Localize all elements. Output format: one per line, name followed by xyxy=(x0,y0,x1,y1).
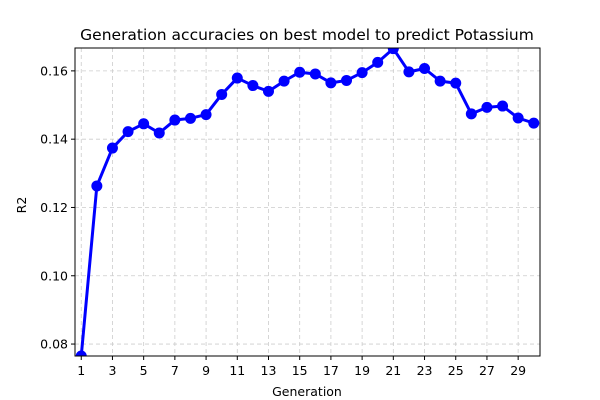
data-point xyxy=(247,80,259,92)
data-point xyxy=(512,112,524,124)
data-point xyxy=(434,75,446,87)
y-axis-ticks: 0.08 0.10 0.12 0.14 0.16 xyxy=(40,63,75,352)
data-point xyxy=(356,67,368,79)
data-point xyxy=(200,109,212,121)
data-point xyxy=(341,74,353,86)
y-tick-label: 0.10 xyxy=(40,268,68,283)
y-tick-label: 0.08 xyxy=(40,337,68,352)
y-axis-label: R2 xyxy=(14,197,29,214)
x-tick-label: 21 xyxy=(385,363,401,378)
data-point xyxy=(372,56,384,68)
grid xyxy=(75,48,540,356)
x-tick-label: 13 xyxy=(261,363,277,378)
data-point xyxy=(122,126,134,138)
x-tick-label: 19 xyxy=(354,363,370,378)
x-tick-label: 27 xyxy=(479,363,495,378)
data-point xyxy=(450,77,462,89)
x-tick-label: 23 xyxy=(417,363,433,378)
x-tick-label: 17 xyxy=(323,363,339,378)
x-tick-label: 11 xyxy=(229,363,245,378)
data-point xyxy=(278,75,290,87)
y-tick-label: 0.14 xyxy=(40,132,68,147)
x-tick-label: 7 xyxy=(171,363,179,378)
data-point xyxy=(106,142,118,154)
x-tick-label: 29 xyxy=(510,363,526,378)
data-point xyxy=(325,77,337,89)
data-point xyxy=(216,88,228,100)
y-tick-label: 0.16 xyxy=(40,63,68,78)
data-point xyxy=(497,100,509,112)
data-point xyxy=(387,48,399,55)
series-line xyxy=(79,48,535,356)
data-point xyxy=(184,112,196,124)
data-point xyxy=(262,85,274,97)
data-point xyxy=(403,66,415,78)
x-tick-label: 1 xyxy=(77,363,85,378)
data-point xyxy=(294,66,306,78)
series-clip-group xyxy=(75,48,540,356)
data-point xyxy=(153,127,165,139)
x-tick-label: 3 xyxy=(108,363,116,378)
data-point xyxy=(465,108,477,120)
data-point xyxy=(231,72,243,84)
x-tick-label: 5 xyxy=(140,363,148,378)
data-point xyxy=(138,118,150,130)
chart-title: Generation accuracies on best model to p… xyxy=(80,26,534,44)
plot-frame xyxy=(74,47,541,357)
data-point xyxy=(528,117,540,129)
x-tick-label: 15 xyxy=(292,363,308,378)
data-point xyxy=(169,114,181,126)
data-point xyxy=(419,62,431,74)
data-point xyxy=(91,180,103,192)
data-point xyxy=(481,101,493,113)
series-layer xyxy=(75,48,540,356)
data-point xyxy=(75,350,87,356)
x-axis-ticks: 1 3 5 7 9 11 13 15 17 19 21 23 25 27 29 xyxy=(77,356,526,378)
data-point xyxy=(309,68,321,80)
x-tick-label: 25 xyxy=(448,363,464,378)
y-tick-label: 0.12 xyxy=(40,200,68,215)
x-tick-label: 9 xyxy=(202,363,210,378)
x-axis-label: Generation xyxy=(272,384,342,399)
